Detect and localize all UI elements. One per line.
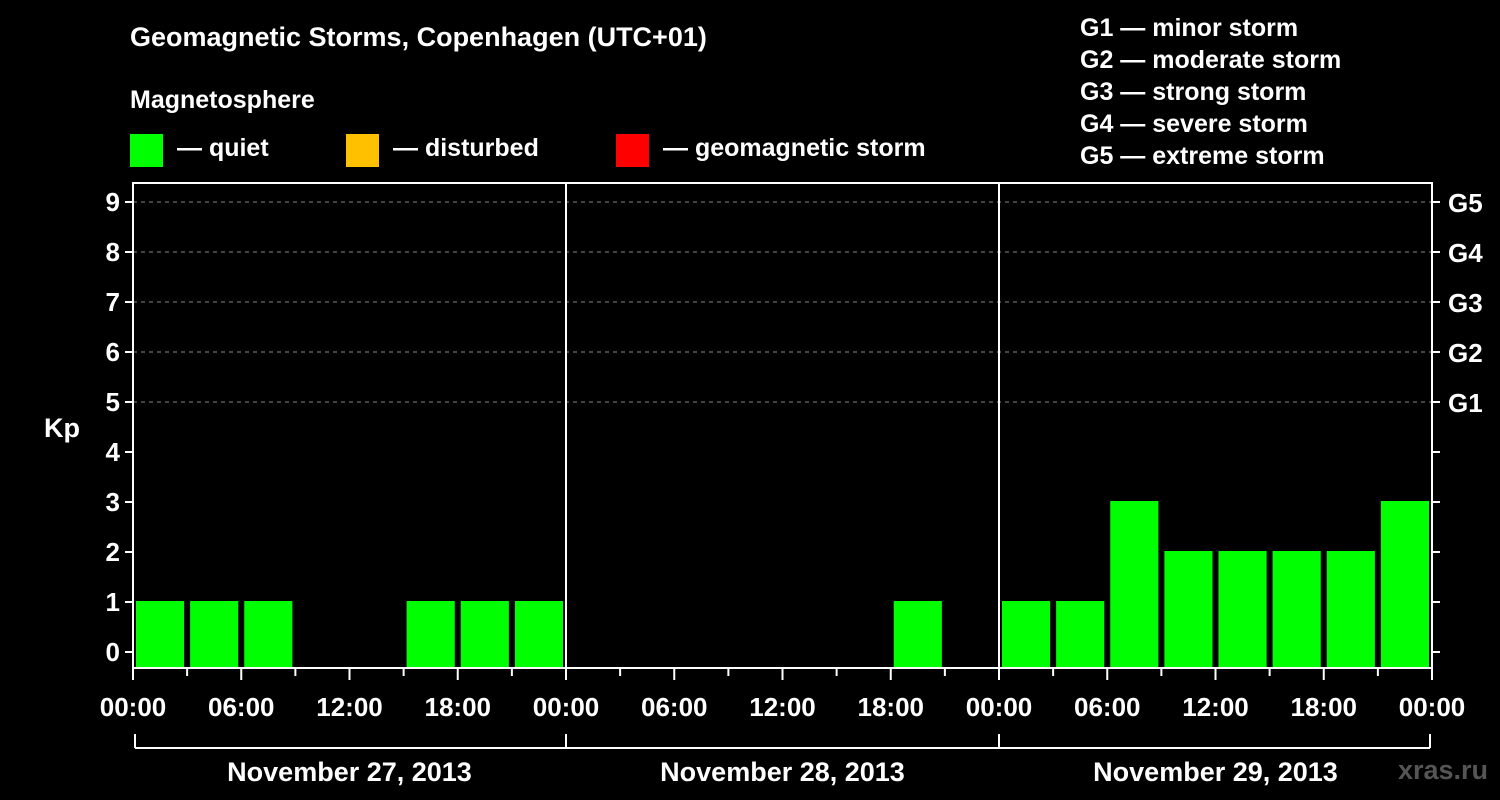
right-tick-label: G3 (1448, 288, 1483, 318)
x-tick-label: 00:00 (966, 692, 1033, 722)
kp-bar (893, 601, 942, 668)
kp-bar (190, 601, 239, 668)
x-tick-label: 06:00 (1074, 692, 1141, 722)
right-tick-label: G1 (1448, 388, 1483, 418)
y-axis-label: Kp (44, 413, 80, 443)
kp-bar (1164, 551, 1213, 668)
x-tick-label: 00:00 (1399, 692, 1466, 722)
right-tick-label: G5 (1448, 188, 1483, 218)
y-tick-label: 4 (106, 437, 121, 467)
scale-g2: G2 — moderate storm (1080, 46, 1342, 74)
y-tick-label: 1 (106, 587, 120, 617)
y-tick-label: 3 (106, 487, 120, 517)
watermark: xras.ru (1397, 755, 1488, 785)
legend-label-quiet: — quiet (177, 134, 269, 162)
day-label: November 29, 2013 (1093, 757, 1338, 787)
right-tick-label: G4 (1448, 238, 1483, 268)
x-tick-label: 12:00 (316, 692, 383, 722)
kp-bar (1272, 551, 1321, 668)
scale-g5: G5 — extreme storm (1080, 142, 1325, 170)
legend-swatch-disturbed (346, 134, 379, 167)
x-tick-label: 06:00 (208, 692, 275, 722)
legend-swatch-storm (616, 134, 649, 167)
y-tick-label: 6 (106, 337, 120, 367)
kp-bar (136, 601, 185, 668)
y-tick-label: 7 (106, 287, 120, 317)
kp-bar (1110, 501, 1159, 668)
day-label: November 27, 2013 (227, 757, 472, 787)
y-tick-label: 5 (106, 387, 120, 417)
x-tick-label: 12:00 (749, 692, 816, 722)
legend-swatch-quiet (130, 134, 163, 167)
day-label: November 28, 2013 (660, 757, 905, 787)
x-tick-label: 18:00 (858, 692, 925, 722)
kp-bar (1326, 551, 1375, 668)
kp-bar (244, 601, 293, 668)
x-tick-label: 18:00 (425, 692, 492, 722)
legend-label-storm: — geomagnetic storm (663, 134, 926, 162)
y-tick-label: 0 (106, 637, 120, 667)
x-tick-label: 00:00 (100, 692, 167, 722)
y-tick-label: 9 (106, 187, 120, 217)
scale-g3: G3 — strong storm (1080, 78, 1307, 106)
kp-bar (406, 601, 455, 668)
kp-bar (1380, 501, 1429, 668)
scale-g1: G1 — minor storm (1080, 14, 1299, 42)
x-tick-label: 12:00 (1182, 692, 1249, 722)
right-tick-label: G2 (1448, 338, 1483, 368)
scale-g4: G4 — severe storm (1080, 110, 1308, 138)
legend-subtitle: Magnetosphere (130, 86, 315, 114)
chart-title: Geomagnetic Storms, Copenhagen (UTC+01) (130, 22, 707, 52)
kp-bar (514, 601, 563, 668)
kp-bar (1218, 551, 1267, 668)
kp-bar (460, 601, 509, 668)
x-tick-label: 00:00 (533, 692, 600, 722)
legend-label-disturbed: — disturbed (393, 134, 539, 162)
y-tick-label: 2 (106, 537, 120, 567)
kp-bar (1002, 601, 1051, 668)
y-tick-label: 8 (106, 237, 120, 267)
x-tick-label: 18:00 (1291, 692, 1358, 722)
kp-bar (1056, 601, 1105, 668)
x-tick-label: 06:00 (641, 692, 708, 722)
